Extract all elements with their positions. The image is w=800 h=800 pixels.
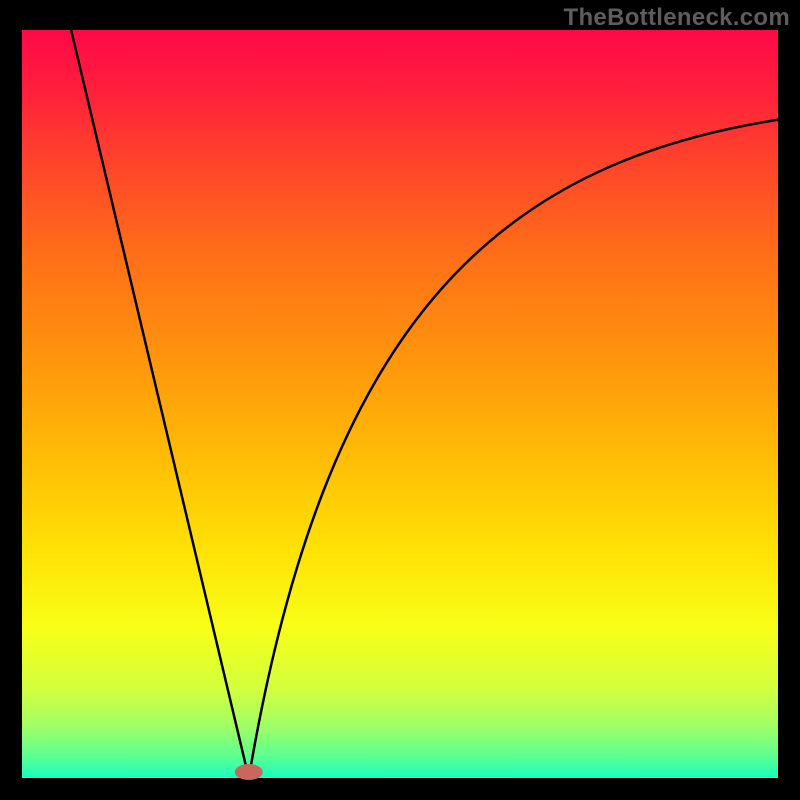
watermark-text: TheBottleneck.com <box>564 4 790 32</box>
chart-container: TheBottleneck.com <box>0 0 800 800</box>
plot-gradient-background <box>22 30 778 778</box>
bottleneck-chart <box>0 0 800 800</box>
minimum-marker <box>235 764 263 780</box>
